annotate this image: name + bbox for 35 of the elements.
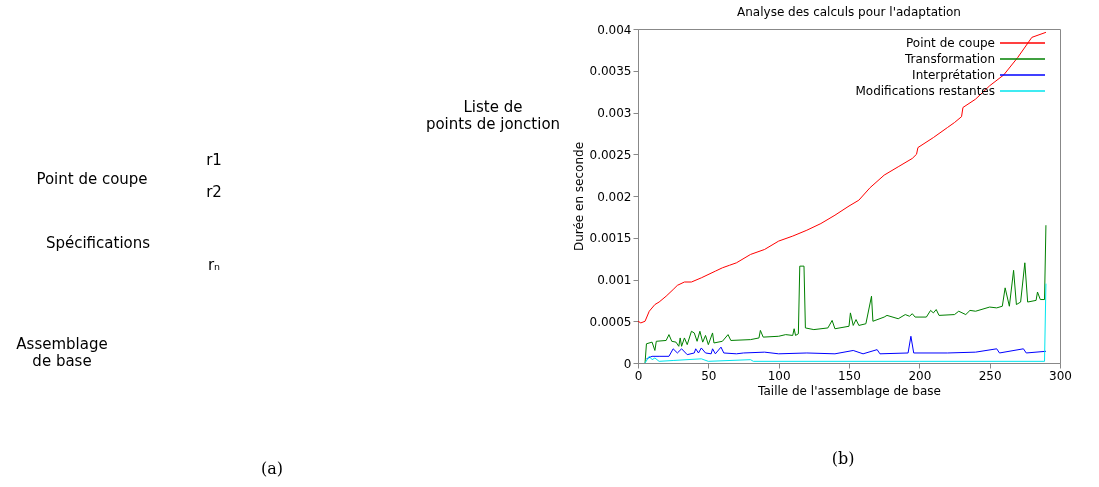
chart-title: Analyse des calculs pour l'adaptation <box>737 5 961 19</box>
x-tick-label: 0 <box>634 368 643 383</box>
text: Assemblage de base <box>16 335 108 370</box>
x-axis-title: Taille de l'assemblage de base <box>757 383 941 398</box>
y-tick-label: 0 <box>623 356 632 371</box>
line-series <box>644 224 1047 364</box>
legend-label: Interprétation <box>912 68 995 82</box>
text: Point de coupe <box>36 170 148 188</box>
line-series <box>645 335 1047 360</box>
legend-label: Point de coupe <box>906 36 995 50</box>
text: (a) <box>260 459 284 478</box>
x-tick-label: 150 <box>838 368 861 383</box>
y-tick-label: 0.0035 <box>589 64 632 79</box>
text: rₙ <box>207 256 221 274</box>
line-series <box>644 283 1047 364</box>
text: r2 <box>206 183 222 201</box>
y-tick-label: 0.0015 <box>589 231 632 246</box>
legend-label: Transformation <box>903 52 995 66</box>
x-tick-label: 100 <box>767 368 791 383</box>
y-tick-label: 0.002 <box>597 189 632 204</box>
x-tick-label: 250 <box>978 368 1002 383</box>
y-tick-label: 0.0025 <box>589 147 632 162</box>
x-tick-label: 50 <box>701 368 717 383</box>
line-series <box>637 31 1047 324</box>
x-tick-label: 200 <box>908 368 932 383</box>
text: Liste de points de jonction <box>425 98 561 133</box>
text: r1 <box>206 151 222 169</box>
y-tick-label: 0.001 <box>597 273 632 287</box>
text: (b) <box>831 449 855 468</box>
x-tick-label: 300 <box>1049 368 1072 383</box>
y-tick-label: 0.0005 <box>589 314 632 329</box>
y-axis-title: Durée en seconde <box>571 141 586 252</box>
y-tick-label: 0.003 <box>597 106 632 120</box>
y-tick-label: 0.004 <box>597 22 632 37</box>
text: Spécifications <box>45 234 151 252</box>
